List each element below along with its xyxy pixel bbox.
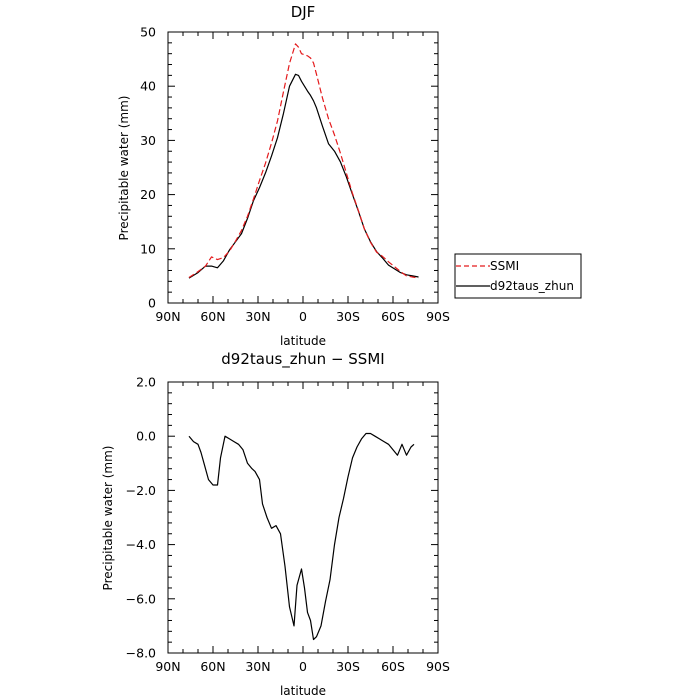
top-series-group xyxy=(188,43,419,279)
top-x-tick-label: 0 xyxy=(299,309,307,324)
bottom-series-line-difference xyxy=(188,432,415,641)
bottom-y-tick-label: 0.0 xyxy=(136,429,156,444)
top-y-tick-label: 30 xyxy=(140,133,156,148)
top-x-tick-label: 90N xyxy=(155,309,180,324)
top-x-axis-label: latitude xyxy=(280,334,326,348)
top-x-tick-label: 90S xyxy=(426,309,450,324)
bottom-plot-frame xyxy=(167,381,439,654)
top-y-tick-label: 0 xyxy=(148,296,156,311)
top-y-tick-label: 40 xyxy=(140,79,156,94)
top-y-axis-label: Precipitable water (mm) xyxy=(117,96,131,241)
top-ticks: 90N 60N 30N 0 30S 60S 90S 0 10 20 30 40 50 xyxy=(140,25,450,325)
bottom-x-tick-label: 30S xyxy=(336,659,360,674)
bottom-x-tick-label: 0 xyxy=(299,659,307,674)
legend-label-model: d92taus_zhun xyxy=(490,279,574,293)
bottom-x-tick-label: 60N xyxy=(200,659,225,674)
top-panel: DJF latitude Precipitable water (mm) 90N… xyxy=(117,3,450,348)
top-plot-frame xyxy=(167,31,439,304)
bottom-y-tick-label: −4.0 xyxy=(126,537,156,552)
top-y-tick-label: 10 xyxy=(140,241,156,256)
top-x-tick-label: 60S xyxy=(381,309,405,324)
bottom-x-axis-label: latitude xyxy=(280,684,326,698)
top-chart-title: DJF xyxy=(291,3,316,21)
top-series-line-ssmi xyxy=(188,43,419,279)
legend-box xyxy=(454,253,582,299)
bottom-x-tick-label: 90N xyxy=(155,659,180,674)
top-x-tick-label: 30S xyxy=(336,309,360,324)
bottom-x-tick-label: 90S xyxy=(426,659,450,674)
bottom-x-tick-label: 60S xyxy=(381,659,405,674)
bottom-ticks: 90N 60N 30N 0 30S 60S 90S −8.0 −6.0 −4.0 −2.0 0.0 2.… xyxy=(126,375,450,675)
bottom-panel: d92taus_zhun − SSMI latitude Precipitabl… xyxy=(101,350,450,698)
top-x-tick-label: 60N xyxy=(200,309,225,324)
bottom-y-tick-label: −2.0 xyxy=(126,483,156,498)
bottom-x-tick-label: 30N xyxy=(245,659,270,674)
bottom-y-axis-label: Precipitable water (mm) xyxy=(101,446,115,591)
top-y-tick-label: 50 xyxy=(140,25,156,40)
bottom-y-tick-label: −8.0 xyxy=(126,646,156,661)
top-x-tick-label: 30N xyxy=(245,309,270,324)
top-series-line-d92taus-zhun xyxy=(188,73,419,279)
bottom-y-tick-label: −6.0 xyxy=(126,591,156,606)
bottom-series-group xyxy=(188,432,415,641)
legend-label-ssmi: SSMI xyxy=(490,259,519,273)
legend: SSMI d92taus_zhun xyxy=(454,253,582,299)
bottom-chart-title: d92taus_zhun − SSMI xyxy=(221,350,384,369)
top-y-tick-label: 20 xyxy=(140,187,156,202)
bottom-y-tick-label: 2.0 xyxy=(136,375,156,390)
